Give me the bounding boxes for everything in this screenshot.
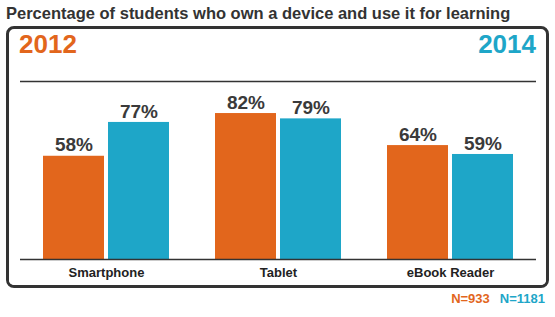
html-text:N=1181: N=1181 — [499, 290, 545, 306]
svg-text:77%: 77% — [120, 101, 158, 122]
svg-text:82%: 82% — [227, 92, 265, 113]
svg-text:Smartphone: Smartphone — [69, 265, 145, 280]
html-text:2012: 2012 — [19, 28, 77, 59]
svg-text:58%: 58% — [55, 134, 93, 155]
svg-text:59%: 59% — [464, 133, 502, 154]
svg-text:64%: 64% — [399, 124, 437, 145]
html-text:N=933: N=933 — [451, 290, 490, 306]
svg-text:79%: 79% — [292, 97, 330, 118]
html-text:Percentage of students who own: Percentage of students who own a device … — [6, 4, 511, 22]
html-text:2014: 2014 — [478, 28, 536, 59]
svg-text:eBook Reader: eBook Reader — [407, 265, 494, 280]
svg-text:Tablet: Tablet — [260, 265, 298, 280]
